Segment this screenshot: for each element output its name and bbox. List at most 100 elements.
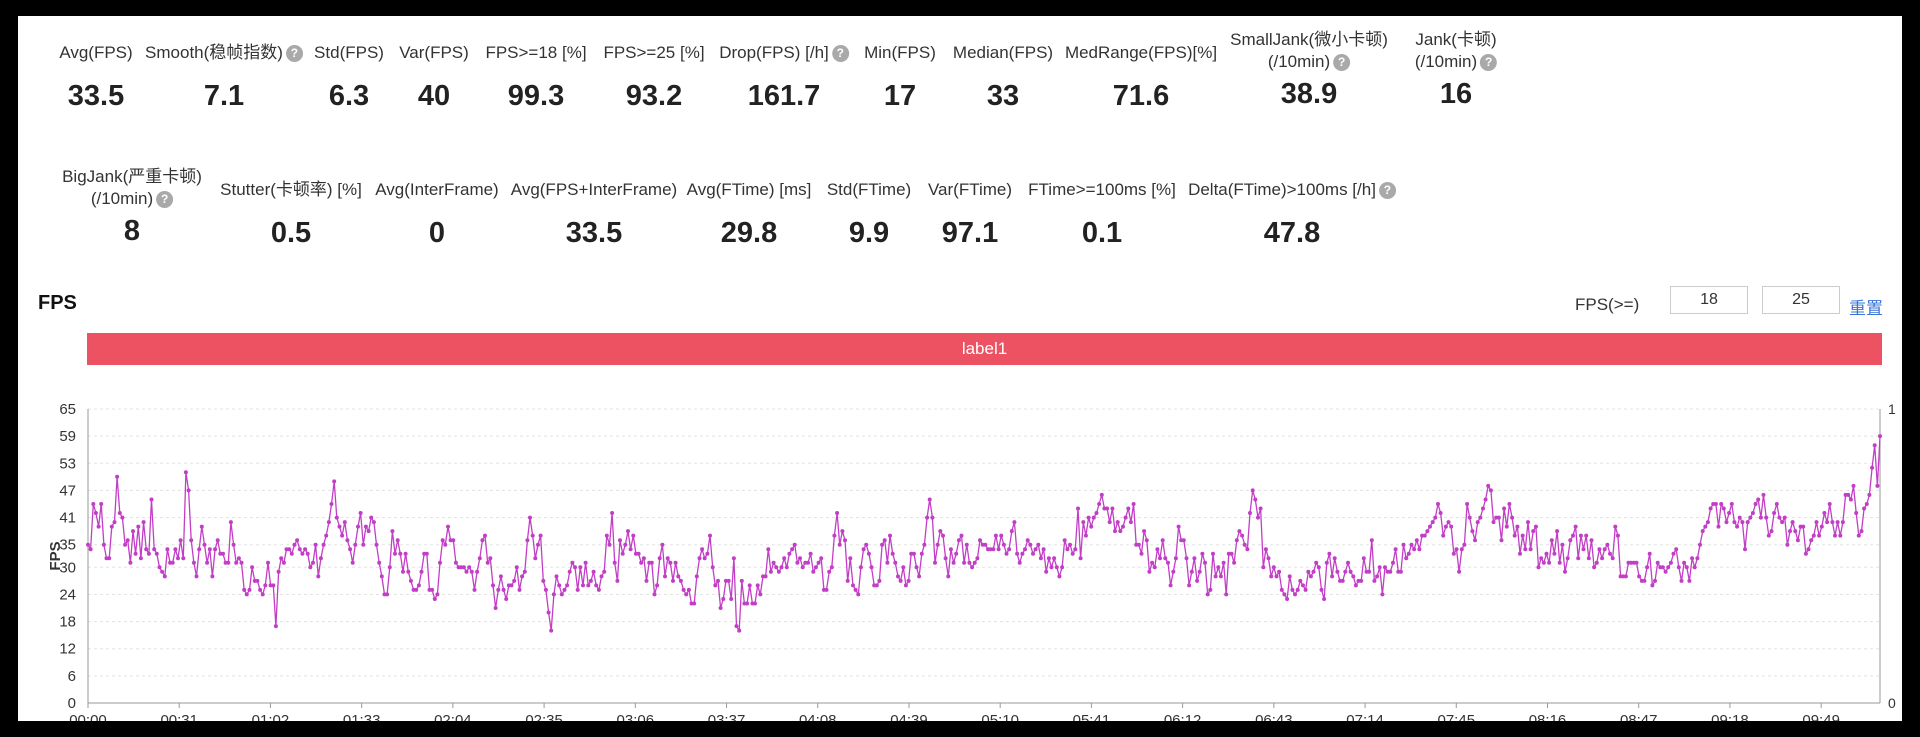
data-point [493,606,498,610]
data-point [880,542,885,547]
data-point [1237,529,1242,534]
fps-series-line [87,436,1881,633]
data-point [1682,560,1687,565]
data-point [671,578,675,583]
data-point [618,538,622,543]
data-point [1189,569,1194,574]
metric-label-text: Var(FTime) [927,180,1013,199]
data-point [1708,506,1713,511]
label-bar[interactable]: label1 [87,333,1882,365]
data-point [967,560,972,565]
data-point [768,569,773,574]
help-icon[interactable]: ? [1333,54,1351,71]
help-icon[interactable]: ? [831,45,849,62]
data-point [475,569,480,574]
data-point [504,597,509,601]
data-point [305,551,310,556]
data-point [207,547,212,552]
data-point [316,574,321,579]
data-point [1097,502,1102,506]
data-point [583,560,588,565]
data-point [628,547,633,552]
data-point [1684,565,1689,570]
data-point [271,583,276,588]
data-point [1766,533,1771,538]
data-point [239,560,244,565]
data-point [247,587,252,592]
data-point [1615,533,1620,538]
data-point [1306,569,1311,574]
help-icon[interactable]: ? [285,45,303,62]
data-point [1346,560,1350,565]
data-point [522,569,527,574]
data-point [1203,560,1207,565]
data-point [1769,529,1774,534]
data-point [639,560,644,565]
data-point [483,533,487,538]
data-point [549,628,554,633]
data-point [1462,542,1467,547]
metric-value: 29.8 [720,217,778,249]
data-point [729,597,734,601]
data-point [1168,583,1173,588]
data-point [1232,560,1237,565]
data-point [676,574,681,579]
data-point [1359,578,1364,583]
data-point [138,556,143,561]
data-point [1531,529,1536,534]
help-icon[interactable]: ? [156,191,174,208]
data-point [443,542,448,547]
data-point [1377,565,1382,570]
data-point [414,587,419,592]
metric-label-unit: (/10min)? [1415,51,1498,73]
data-point [1560,542,1565,547]
data-point [329,502,334,506]
data-point [885,560,890,565]
data-point [101,542,106,547]
data-point [800,565,805,570]
data-point [1507,502,1512,506]
data-point [1692,565,1697,570]
help-icon[interactable]: ? [1480,54,1498,71]
metric-label: Avg(FPS) [59,42,132,64]
data-point [933,560,937,565]
data-point [173,547,178,552]
help-icon[interactable]: ? [1378,182,1396,199]
data-point [112,520,117,525]
data-point [808,551,813,556]
threshold-input-1[interactable] [1670,286,1748,314]
data-point [1729,502,1734,506]
data-point [1856,533,1861,538]
x-tick-label: 08:16 [1529,712,1567,721]
data-point [451,538,456,543]
data-point [1827,502,1832,506]
data-point [1086,515,1091,520]
data-point [446,524,450,529]
reset-link[interactable]: 重置 [1849,299,1883,318]
data-point [686,587,691,592]
data-point [1602,547,1607,552]
data-point [956,538,961,543]
data-point [861,547,866,552]
data-point [1301,583,1305,588]
data-point [1409,542,1414,547]
data-point [1660,565,1665,570]
data-point [641,556,646,561]
data-point [1523,547,1528,552]
data-point [652,592,657,597]
data-point [1668,560,1673,565]
data-point [1277,569,1282,574]
metric-smooth: Smooth(稳帧指数)? 7.1 [145,42,303,112]
data-point [1229,551,1234,556]
threshold-input-2[interactable] [1762,286,1840,314]
metric-label: MedRange(FPS)[%] [1065,42,1217,64]
data-point [1727,511,1732,515]
data-point [596,587,601,592]
data-point [1446,520,1451,525]
data-point [1803,551,1808,556]
data-point [1650,583,1655,588]
data-point [1721,506,1726,511]
y-tick-label: 18 [59,614,76,631]
data-point [906,578,911,583]
data-point [1044,569,1049,574]
